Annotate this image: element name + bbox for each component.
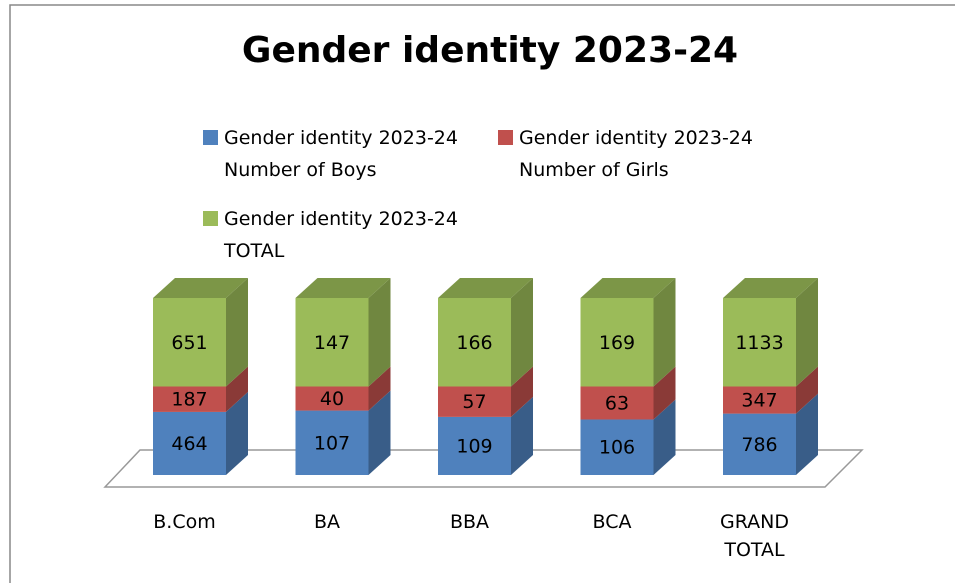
bar-front — [723, 413, 796, 475]
bar — [438, 366, 533, 417]
bar-side — [368, 390, 391, 475]
bar-side — [368, 278, 391, 387]
bar — [580, 278, 676, 387]
x-tick-label: B.Com — [153, 511, 216, 533]
bar-side — [226, 366, 248, 412]
x-tick-label: GRAND TOTAL — [720, 511, 789, 561]
data-label: 464 — [171, 433, 207, 455]
bar-front — [723, 298, 796, 387]
bar-side — [653, 278, 676, 387]
bar-front — [295, 298, 369, 387]
legend-swatch — [498, 130, 513, 145]
data-label: 57 — [462, 391, 486, 413]
legend-swatch — [203, 211, 218, 226]
bar — [723, 366, 818, 414]
bar-top — [723, 278, 818, 298]
bar-side — [653, 399, 676, 475]
legend-label: Gender identity 2023-24 Number of Boys — [224, 127, 458, 181]
bar — [723, 278, 818, 387]
bar-side — [796, 366, 818, 414]
bar — [153, 391, 248, 475]
bar-front — [153, 298, 226, 387]
data-label: 40 — [320, 388, 344, 410]
bar-side — [368, 366, 391, 411]
bar — [153, 366, 248, 412]
bar — [580, 399, 676, 475]
bar — [723, 393, 818, 475]
bar-side — [511, 396, 533, 475]
bar-front — [295, 386, 369, 411]
bar — [153, 278, 248, 387]
data-label: 107 — [314, 432, 350, 454]
data-label: 651 — [171, 332, 207, 354]
chart-title: Gender identity 2023-24 — [242, 30, 738, 71]
bar-front — [580, 298, 654, 387]
bar-front — [153, 386, 226, 412]
data-label: 786 — [741, 434, 777, 456]
data-label: 347 — [741, 390, 777, 412]
bar — [438, 396, 533, 475]
data-label: 169 — [599, 332, 635, 354]
bar-front — [723, 386, 796, 414]
bar — [295, 366, 391, 411]
data-label: 109 — [456, 435, 492, 457]
bar-side — [226, 278, 248, 387]
bar — [295, 390, 391, 475]
data-label: 147 — [314, 332, 350, 354]
bar-front — [580, 386, 654, 420]
bar-top — [580, 278, 676, 298]
bar-side — [653, 366, 676, 420]
bar — [295, 278, 391, 387]
bar — [438, 278, 533, 387]
data-label: 106 — [599, 437, 635, 459]
bar-side — [796, 393, 818, 475]
bar-top — [153, 278, 248, 298]
bar-side — [796, 278, 818, 387]
data-label: 187 — [171, 389, 207, 411]
bar-front — [438, 298, 511, 387]
bar-side — [226, 391, 248, 475]
data-label: 63 — [605, 392, 629, 414]
bar-front — [580, 419, 654, 475]
x-tick-label: BA — [313, 511, 341, 533]
bar — [580, 366, 676, 420]
data-label: 166 — [456, 332, 492, 354]
bar-side — [511, 278, 533, 387]
legend-swatch — [203, 130, 218, 145]
bar-front — [438, 416, 511, 475]
bar-top — [438, 278, 533, 298]
data-label: 1133 — [735, 332, 783, 354]
bar-front — [438, 386, 511, 417]
x-tick-label: BCA — [592, 511, 632, 533]
x-tick-label: BBA — [449, 511, 490, 533]
legend-label: Gender identity 2023-24 Number of Girls — [519, 127, 753, 181]
legend-label: Gender identity 2023-24 TOTAL — [224, 208, 458, 262]
bar-front — [295, 410, 369, 475]
bar-front — [153, 411, 226, 475]
bar-top — [295, 278, 391, 298]
bar-side — [511, 366, 533, 417]
